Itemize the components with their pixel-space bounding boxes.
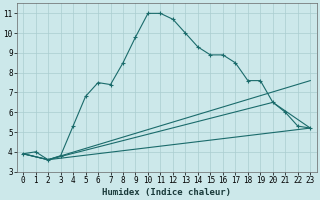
X-axis label: Humidex (Indice chaleur): Humidex (Indice chaleur) — [102, 188, 231, 197]
